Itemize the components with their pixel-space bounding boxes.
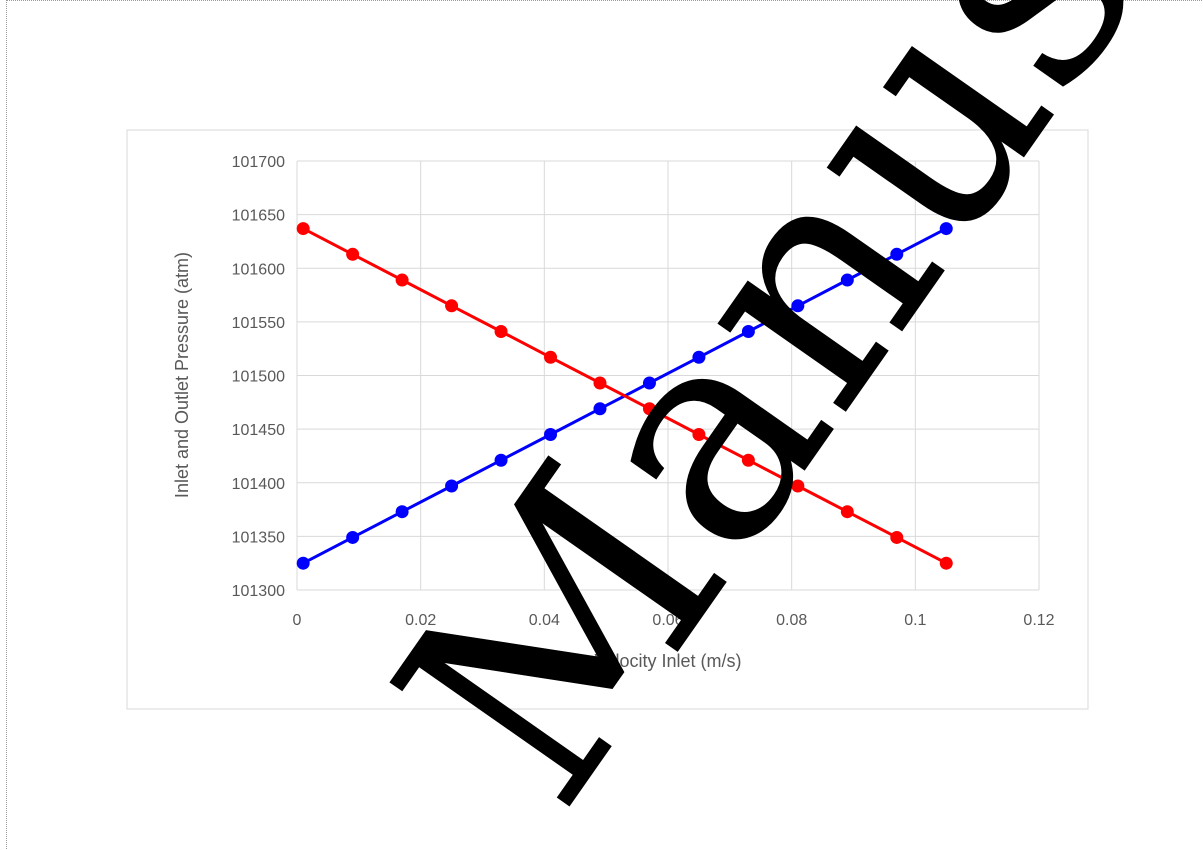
x-tick-label: 0.12 [1023,612,1054,629]
y-tick-label: 101450 [232,422,285,439]
data-point [395,505,409,519]
x-tick-label: 0.08 [776,612,807,629]
data-point [741,453,755,467]
data-point [593,402,607,416]
y-tick-label: 101350 [232,529,285,546]
data-point [296,556,310,570]
y-tick-label: 101600 [232,261,285,278]
x-tick-label: 0.1 [904,612,926,629]
data-point [346,247,360,261]
y-tick-label: 101500 [232,369,285,386]
data-point [791,479,805,493]
y-axis-title: Inlet and Outlet Pressure (atm) [172,252,192,498]
data-point [445,479,459,493]
series [296,222,953,570]
data-point [791,299,805,313]
chart-area [126,129,1089,710]
y-tick-label: 101300 [232,583,285,600]
y-tick-label: 101550 [232,315,285,332]
data-point [692,427,706,441]
data-point [494,325,508,339]
gridlines [296,160,1040,591]
x-axis-title: Velocity Inlet (m/s) [594,651,741,671]
data-point [692,350,706,364]
y-tick-label: 101400 [232,476,285,493]
data-point [939,556,953,570]
data-point [642,376,656,390]
data-point [544,350,558,364]
data-point [445,299,459,313]
y-tick-label: 101700 [232,154,285,171]
data-point [642,402,656,416]
x-tick-label: 0 [293,612,302,629]
series-2 [296,222,953,570]
data-point [395,273,409,287]
data-point [346,530,360,544]
x-tick-label: 0.04 [529,612,560,629]
x-tick-label: 0.06 [652,612,683,629]
data-point [939,222,953,236]
data-point [890,530,904,544]
data-point [544,427,558,441]
series-line [302,227,947,565]
data-point [593,376,607,390]
x-tick-label: 0.02 [405,612,436,629]
y-tick-label: 101650 [232,208,285,225]
page-border [6,0,1202,849]
x-tick-labels: 0 0.02 0.04 0.06 0.08 0.1 0.12 [293,612,1055,629]
y-tick-labels: 101300 101350 101400 101450 101500 101550 1016… [232,154,285,600]
data-point [494,453,508,467]
data-point [840,273,854,287]
data-point [296,222,310,236]
data-point [840,505,854,519]
data-point [890,247,904,261]
data-point [741,325,755,339]
